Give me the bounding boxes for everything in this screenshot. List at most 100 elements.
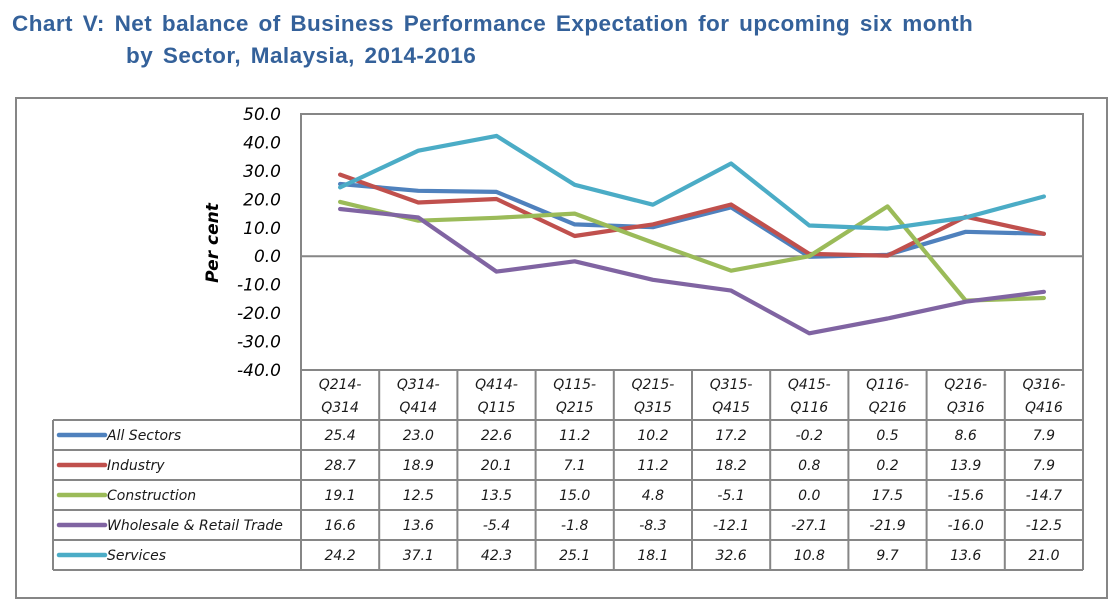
y-tick-label: 40.0 (243, 133, 281, 153)
legend-label: Construction (107, 488, 196, 504)
legend-label: Services (107, 548, 166, 564)
table-cell: 0.2 (876, 458, 898, 474)
series-line (338, 133, 1047, 231)
table-cell: 25.4 (325, 428, 356, 444)
x-tick-label: Q315- (710, 377, 753, 393)
table-row: Construction 19.1 12.5 13.5 15.0 4.8 -5.1 0.0 17… (56, 488, 1062, 504)
y-tick-label: 30.0 (243, 162, 281, 182)
table-cell: -5.1 (717, 488, 744, 504)
legend-label: All Sectors (106, 428, 181, 444)
x-tick-label: Q316- (1023, 377, 1066, 393)
table-cell: 24.2 (325, 548, 356, 564)
table-cell: 8.6 (955, 428, 977, 444)
y-tick-label: -30.0 (237, 333, 281, 353)
data-table: Q214- Q314 Q314- Q414 Q414- Q115 Q115- Q215 Q215… (52, 370, 1084, 571)
table-cell: 13.5 (481, 488, 512, 504)
y-tick-label: 50.0 (243, 105, 281, 125)
table-cell: -8.3 (639, 518, 666, 534)
table-row: Wholesale & Retail Trade 16.6 13.6 -5.4 -1.8… (56, 518, 1062, 534)
table-cell: 7.1 (564, 458, 586, 474)
y-tick-label: -10.0 (237, 276, 281, 296)
legend-label: Industry (107, 458, 165, 474)
series-lines (338, 133, 1047, 336)
table-row: Industry 28.7 18.9 20.1 7.1 11.2 18.2 0.8 0.2 13.… (56, 458, 1055, 474)
x-tick-label: Q115 (478, 400, 516, 416)
plot-area (300, 113, 1084, 371)
table-row: Services 24.2 37.1 42.3 25.1 18.1 32.6 10.8 9.7 1… (56, 548, 1060, 564)
table-cell: 0.0 (798, 488, 820, 504)
table-cell: -27.1 (791, 518, 827, 534)
table-cell: 42.3 (481, 548, 512, 564)
table-cell: -14.7 (1026, 488, 1062, 504)
table-cell: 11.2 (559, 428, 590, 444)
table-cell: 7.9 (1033, 458, 1055, 474)
table-cell: 13.6 (403, 518, 434, 534)
table-cell: -12.5 (1026, 518, 1062, 534)
series-line (338, 206, 1047, 336)
x-tick-label: Q316 (947, 400, 985, 416)
y-tick-label: 10.0 (243, 219, 281, 239)
series-line (338, 172, 1047, 258)
y-axis-label: Per cent (203, 202, 223, 283)
series-services (338, 133, 1047, 231)
table-cell: 18.9 (403, 458, 434, 474)
table-cell: -1.8 (561, 518, 588, 534)
x-tick-label: Q415- (788, 377, 831, 393)
y-tick-label: -20.0 (237, 304, 281, 324)
x-tick-label: Q414 (399, 400, 437, 416)
legend-label: Wholesale & Retail Trade (107, 518, 283, 534)
x-tick-label: Q314- (397, 377, 440, 393)
table-cell: -0.2 (796, 428, 823, 444)
table-cell: 32.6 (716, 548, 747, 564)
y-axis: 50.0 40.0 30.0 20.0 10.0 0.0 -10.0 -20.0 -30.0 -4… (237, 105, 281, 381)
table-cell: -12.1 (713, 518, 749, 534)
x-tick-label: Q414- (475, 377, 518, 393)
chart-outer-frame (15, 97, 1108, 599)
y-tick-label: 0.0 (254, 247, 281, 267)
table-cell: 13.6 (950, 548, 981, 564)
x-tick-label: Q315 (634, 400, 672, 416)
series-line (338, 181, 1047, 259)
table-cell: 0.5 (876, 428, 898, 444)
series-wholesale-retail-trade (338, 206, 1047, 336)
x-tick-label: Q116- (866, 377, 909, 393)
x-tick-label: Q215 (556, 400, 594, 416)
table-cell: 10.2 (637, 428, 668, 444)
table-cell: 10.8 (794, 548, 825, 564)
x-tick-label: Q216 (869, 400, 907, 416)
x-tick-label: Q216- (944, 377, 987, 393)
table-cell: 9.7 (876, 548, 898, 564)
table-cell: 25.1 (559, 548, 590, 564)
table-cell: 37.1 (403, 548, 434, 564)
table-cell: 11.2 (637, 458, 668, 474)
table-cell: 13.9 (950, 458, 981, 474)
table-cell: 21.0 (1028, 548, 1059, 564)
table-cell: 18.2 (716, 458, 747, 474)
y-tick-label: -40.0 (237, 361, 281, 381)
table-cell: 12.5 (403, 488, 434, 504)
chart-title-line-2: by Sector, Malaysia, 2014-2016 (126, 43, 477, 68)
table-cell: -21.9 (869, 518, 905, 534)
x-tick-label: Q215- (632, 377, 675, 393)
table-cell: 17.5 (872, 488, 903, 504)
table-cell: 20.1 (481, 458, 512, 474)
table-cell: 16.6 (325, 518, 356, 534)
x-tick-label: Q116 (790, 400, 828, 416)
chart-title: Chart V: Net balance of Business Perform… (12, 8, 1112, 72)
chart-title-line-1: Chart V: Net balance of Business Perform… (12, 11, 974, 36)
plot-frame (300, 113, 1084, 371)
x-tick-label: Q416 (1025, 400, 1063, 416)
y-tick-label: 20.0 (243, 190, 281, 210)
table-cell: 15.0 (559, 488, 590, 504)
table-cell: 7.9 (1033, 428, 1055, 444)
x-tick-label: Q415 (712, 400, 750, 416)
table-cell: 18.1 (637, 548, 668, 564)
x-tick-label: Q115- (553, 377, 596, 393)
table-cell: 23.0 (403, 428, 434, 444)
table-cell: 28.7 (325, 458, 356, 474)
table-cell: -16.0 (948, 518, 984, 534)
table-cell: 0.8 (798, 458, 820, 474)
series-construction (338, 199, 1047, 303)
series-line (338, 199, 1047, 303)
